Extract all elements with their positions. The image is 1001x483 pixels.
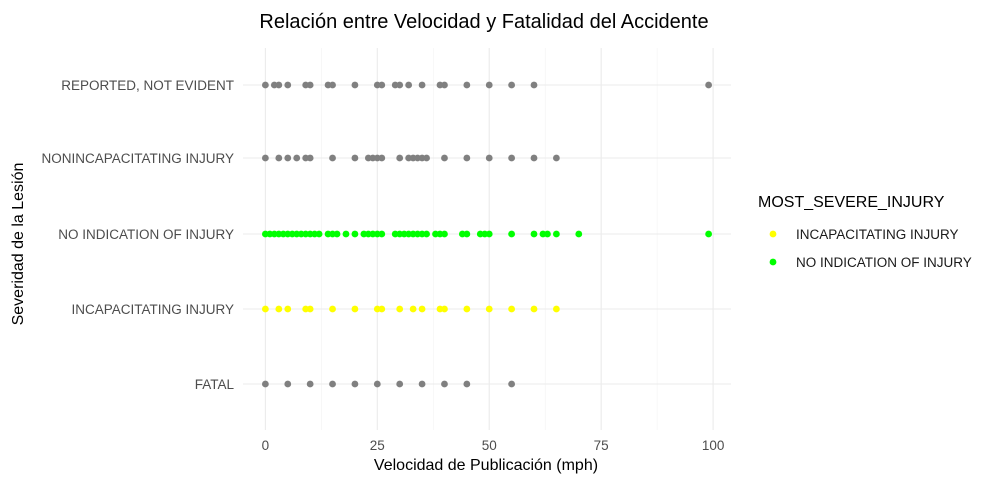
data-points [261,81,713,388]
data-point [373,380,381,388]
data-point [508,154,516,162]
x-tick-label: 0 [262,438,270,453]
data-point [351,230,359,238]
data-point [261,154,269,162]
data-point [284,305,292,313]
axis-ticks: 0 25 50 75 100 FATAL INCAPACITATING INJURY NO I… [41,78,724,453]
y-tick-label: NONINCAPACITATING INJURY [41,151,234,166]
data-point [351,305,359,313]
data-point [396,305,404,313]
data-point [441,81,448,89]
data-point [306,154,314,162]
data-point [441,230,448,238]
data-point [396,81,404,89]
data-point [405,81,413,89]
data-point [552,154,560,162]
data-point [378,81,386,89]
data-point [396,154,404,162]
data-point [396,380,404,388]
data-point [275,154,283,162]
data-point [463,154,471,162]
x-tick-label: 100 [702,438,725,453]
data-point [378,154,386,162]
data-point [423,154,430,162]
data-point [463,305,471,313]
data-point [544,230,551,238]
data-point [329,154,336,162]
data-point [423,230,430,238]
legend-label: INCAPACITATING INJURY [796,227,959,242]
data-point [329,81,336,89]
data-point [530,154,538,162]
data-point [378,230,386,238]
data-point [485,154,493,162]
legend-key [769,258,777,266]
data-point [485,81,493,89]
data-point [575,230,583,238]
data-point [530,230,538,238]
data-point [306,380,314,388]
y-tick-label: NO INDICATION OF INJURY [58,227,234,242]
data-point [275,81,283,89]
data-point [261,380,269,388]
data-point [418,305,426,313]
data-point [333,230,341,238]
data-point [508,81,516,89]
x-tick-label: 75 [594,438,609,453]
data-point [705,230,713,238]
data-point [508,305,516,313]
data-point [275,305,283,313]
data-point [418,380,426,388]
data-point [485,230,493,238]
data-point [329,380,336,388]
data-point [463,380,471,388]
data-point [705,81,713,89]
data-point [530,305,538,313]
data-point [284,154,292,162]
data-point [284,380,292,388]
data-point [463,81,471,89]
data-point [485,305,493,313]
data-point [306,81,314,89]
legend-label: NO INDICATION OF INJURY [796,255,972,270]
y-tick-label: INCAPACITATING INJURY [71,302,234,317]
data-point [284,81,292,89]
legend-title: MOST_SEVERE_INJURY [758,194,945,211]
legend-key [769,230,777,238]
data-point [351,154,359,162]
data-point [508,230,516,238]
data-point [306,305,314,313]
data-point [342,230,350,238]
y-tick-label: REPORTED, NOT EVIDENT [61,78,234,93]
y-axis-title: Severidad de la Lesión [10,163,27,326]
data-point [418,81,426,89]
data-point [261,81,269,89]
data-point [351,380,359,388]
legend: MOST_SEVERE_INJURY INCAPACITATING INJURY… [758,194,972,270]
data-point [552,305,560,313]
data-point [441,305,448,313]
x-tick-label: 25 [370,438,385,453]
grid [243,48,731,430]
data-point [351,81,359,89]
data-point [530,81,538,89]
y-tick-label: FATAL [195,377,235,392]
data-point [329,305,336,313]
data-point [552,230,560,238]
x-tick-label: 50 [482,438,497,453]
data-point [463,230,471,238]
data-point [441,154,448,162]
chart-title: Relación entre Velocidad y Fatalidad del… [259,11,708,33]
data-point [293,154,301,162]
data-point [409,305,417,313]
data-point [378,305,386,313]
data-point [441,380,448,388]
data-point [508,380,516,388]
data-point [315,230,323,238]
x-axis-title: Velocidad de Publicación (mph) [374,457,598,474]
data-point [261,305,269,313]
